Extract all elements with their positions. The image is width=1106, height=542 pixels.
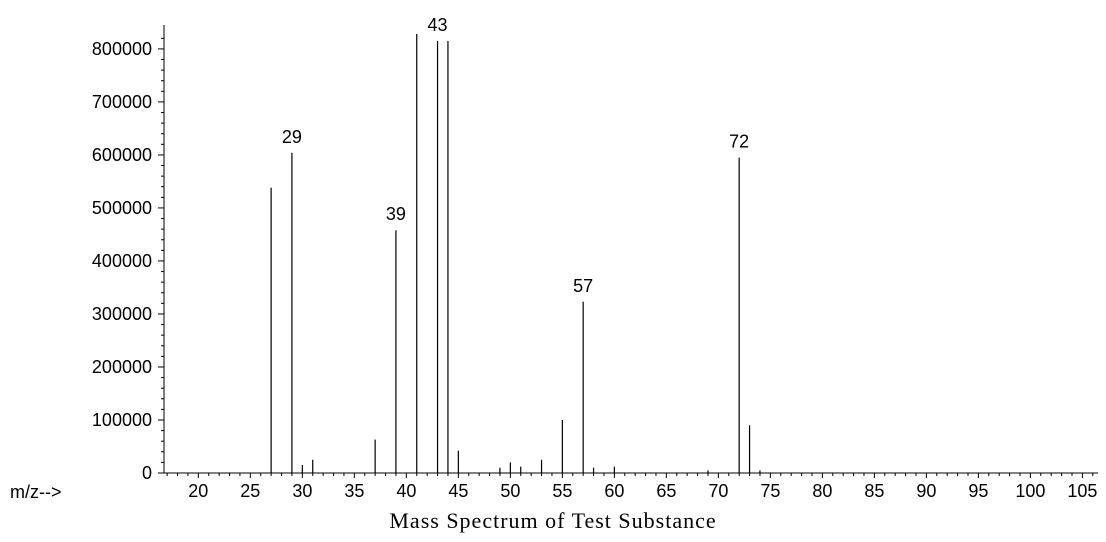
- y-tick-label: 200000: [92, 357, 152, 377]
- x-tick-label: 80: [812, 481, 832, 501]
- x-axis: 20 25 30 35 40 45 50 55 60 65 70 75 80 85 90 95 100 105: [164, 472, 1098, 501]
- peak-labels: 29 39 43 57 72: [282, 15, 749, 296]
- y-tick-label: 700000: [92, 92, 152, 112]
- x-tick-label: 75: [760, 481, 780, 501]
- x-tick-label: 30: [292, 481, 312, 501]
- x-tick-label: 70: [708, 481, 728, 501]
- x-tick-label: 95: [968, 481, 988, 501]
- peak-label: 39: [386, 204, 406, 224]
- x-tick-label: 40: [396, 481, 416, 501]
- peak-label: 43: [428, 15, 448, 35]
- x-tick-label: 100: [1015, 481, 1045, 501]
- x-tick-label: 105: [1067, 481, 1097, 501]
- x-tick-label: 45: [448, 481, 468, 501]
- x-axis-label: m/z-->: [10, 482, 62, 502]
- y-tick-label: 100000: [92, 410, 152, 430]
- x-tick-label: 65: [656, 481, 676, 501]
- x-tick-label: 60: [604, 481, 624, 501]
- y-tick-label: 600000: [92, 145, 152, 165]
- x-tick-label: 50: [500, 481, 520, 501]
- x-tick-label: 20: [188, 481, 208, 501]
- bars: [270, 34, 761, 473]
- y-axis: 0 100000 200000 300000 400000 500000 600000 700…: [92, 25, 165, 483]
- peak-label: 72: [729, 132, 749, 152]
- x-tick-label: 85: [864, 481, 884, 501]
- y-tick-label: 800000: [92, 39, 152, 59]
- y-tick-label: 300000: [92, 304, 152, 324]
- peak-label: 57: [573, 276, 593, 296]
- x-tick-label: 90: [916, 481, 936, 501]
- x-tick-label: 35: [344, 481, 364, 501]
- peak-label: 29: [282, 127, 302, 147]
- y-tick-label: 400000: [92, 251, 152, 271]
- y-tick-label: 500000: [92, 198, 152, 218]
- chart-caption: Mass Spectrum of Test Substance: [389, 508, 717, 533]
- x-tick-label: 25: [240, 481, 260, 501]
- y-tick-label: 0: [142, 463, 152, 483]
- x-tick-label: 55: [552, 481, 572, 501]
